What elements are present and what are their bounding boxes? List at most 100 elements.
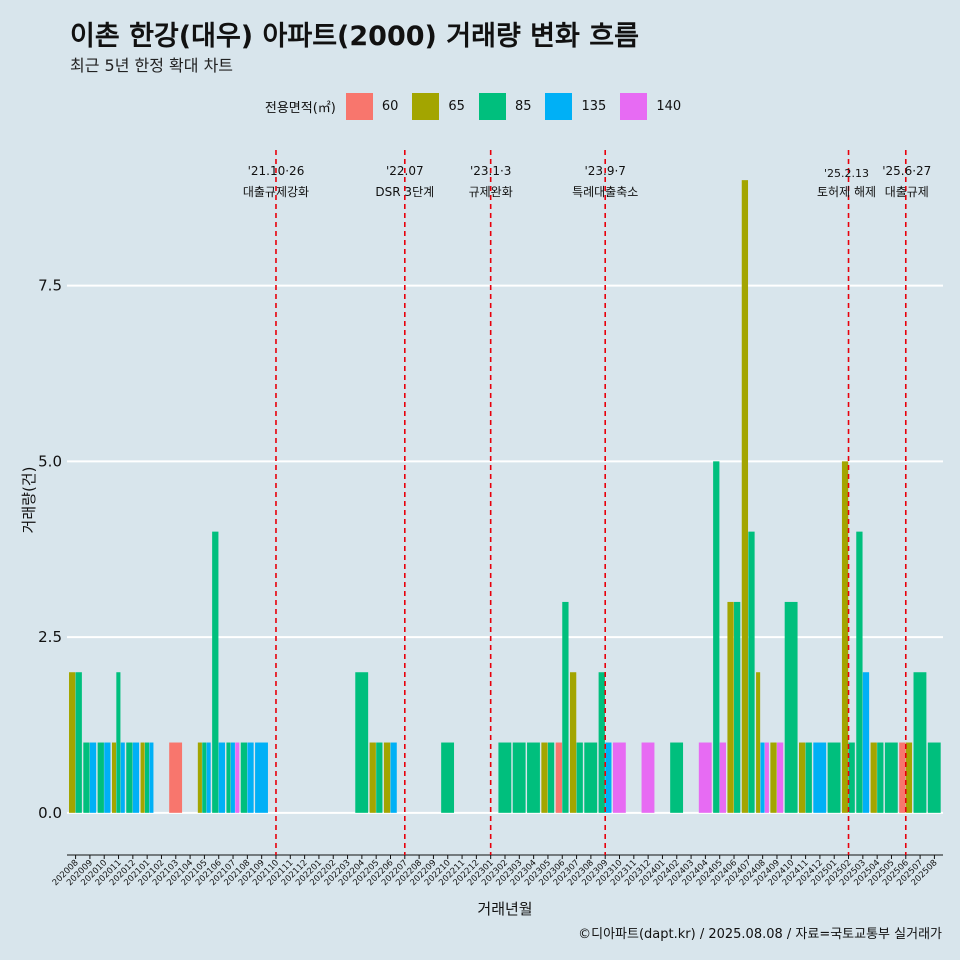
bar-202109-135 bbox=[255, 742, 268, 813]
bar-202010-85 bbox=[97, 742, 104, 813]
bar-202407-65 bbox=[741, 180, 749, 813]
bar-202206-65 bbox=[383, 742, 391, 813]
event-label-202309: 특례대출축소 bbox=[572, 185, 638, 199]
chart-title: 이촌 한강(대우) 아파트(2000) 거래량 변화 흐름 bbox=[70, 21, 639, 52]
legend-label-65: 65 bbox=[448, 99, 465, 114]
bar-202107-85 bbox=[226, 742, 231, 813]
bar-202105-85 bbox=[202, 742, 207, 813]
x-axis-title: 거래년월 bbox=[477, 900, 532, 918]
bar-202507-85 bbox=[913, 672, 927, 813]
bar-202010-135 bbox=[104, 742, 111, 813]
bar-202108-85 bbox=[240, 742, 248, 813]
event-label-202110: 대출규제강화 bbox=[243, 185, 309, 199]
bar-202008-85 bbox=[75, 672, 82, 813]
bar-202503-85 bbox=[856, 531, 863, 813]
bar-202408-140 bbox=[764, 742, 769, 813]
y-tick-label: 7.5 bbox=[38, 277, 62, 295]
bar-202307-85 bbox=[576, 742, 583, 813]
legend-title: 전용면적(㎡) bbox=[264, 101, 336, 116]
bar-202304-85 bbox=[527, 742, 540, 813]
legend-item-65: 65 bbox=[412, 93, 465, 120]
bar-202106-85 bbox=[212, 531, 219, 813]
bar-202411-65 bbox=[799, 742, 806, 813]
y-axis-title: 거래량(건) bbox=[20, 467, 38, 534]
legend-swatch-65 bbox=[412, 93, 440, 120]
legend-item-85: 85 bbox=[478, 93, 532, 120]
bar-202205-85 bbox=[376, 742, 383, 813]
bar-202504-65 bbox=[870, 742, 877, 813]
bar-202504-85 bbox=[877, 742, 884, 813]
event-date-202506: '25.6·27 bbox=[882, 164, 931, 178]
bar-202012-85 bbox=[126, 742, 133, 813]
bar-202404-140 bbox=[698, 742, 712, 813]
bar-202405-85 bbox=[713, 461, 720, 813]
y-tick-label: 5.0 bbox=[38, 452, 62, 470]
legend-label-135: 135 bbox=[581, 99, 607, 114]
bar-202306-60 bbox=[555, 742, 562, 813]
legend-swatch-60 bbox=[345, 93, 373, 120]
bar-202406-65 bbox=[727, 601, 734, 813]
bar-202312-140 bbox=[641, 742, 655, 813]
y-tick-label: 2.5 bbox=[38, 628, 62, 646]
bar-202305-85 bbox=[547, 742, 555, 813]
y-tick-label: 0.0 bbox=[38, 804, 62, 822]
chart-subtitle: 최근 5년 한정 확대 차트 bbox=[70, 56, 234, 75]
legend-swatch-135 bbox=[545, 93, 573, 120]
legend-swatch-85 bbox=[478, 93, 506, 120]
bar-202506-65 bbox=[905, 742, 913, 813]
bar-202206-135 bbox=[390, 742, 397, 813]
event-date-202502: '25.2.13 bbox=[824, 167, 869, 180]
bar-202408-135 bbox=[760, 742, 765, 813]
bar-202302-85 bbox=[498, 742, 512, 813]
bar-202103-60 bbox=[169, 742, 183, 813]
bar-202310-140 bbox=[612, 742, 626, 813]
event-date-202301: '23.1·3 bbox=[470, 164, 511, 178]
legend-item-60: 60 bbox=[345, 93, 399, 120]
legend-label-85: 85 bbox=[514, 99, 532, 114]
bar-202008-65 bbox=[69, 672, 76, 813]
event-label-202506: 대출규제 bbox=[885, 185, 929, 199]
bar-202501-85 bbox=[827, 742, 841, 813]
bar-202306-85 bbox=[562, 601, 569, 813]
bar-202309-85 bbox=[598, 672, 605, 813]
footer-credit: ©디아파트(dapt.kr) / 2025.08.08 / 자료=국토교통부 실… bbox=[578, 927, 942, 942]
bar-202406-85 bbox=[734, 601, 741, 813]
bar-202105-65 bbox=[197, 742, 202, 813]
bar-202107-135 bbox=[230, 742, 235, 813]
event-label-202502: 토허제 해제 bbox=[817, 185, 876, 199]
bar-202011-135 bbox=[120, 742, 125, 813]
legend-label-60: 60 bbox=[381, 99, 399, 114]
bar-202011-65 bbox=[111, 742, 117, 813]
bar-202009-135 bbox=[89, 742, 97, 813]
legend-swatch-140 bbox=[620, 93, 648, 120]
event-date-202110: '21.10·26 bbox=[248, 164, 305, 178]
bar-202210-85 bbox=[441, 742, 455, 813]
bar-202405-140 bbox=[719, 742, 726, 813]
legend: 전용면적(㎡) 60 65 85 135 140 bbox=[0, 93, 960, 120]
legend-item-140: 140 bbox=[620, 93, 681, 120]
bar-202101-135 bbox=[149, 742, 154, 813]
bar-202411-85 bbox=[805, 742, 812, 813]
bar-202408-65 bbox=[756, 672, 761, 813]
bar-202106-135 bbox=[218, 742, 226, 813]
bar-202410-85 bbox=[784, 601, 798, 813]
bar-202012-135 bbox=[132, 742, 140, 813]
bar-202409-140 bbox=[776, 742, 784, 813]
bar-202407-85 bbox=[748, 531, 755, 813]
bar-202502-85 bbox=[848, 742, 855, 813]
bar-202101-85 bbox=[144, 742, 150, 813]
bar-202105-135 bbox=[206, 742, 211, 813]
bar-202505-85 bbox=[884, 742, 898, 813]
event-label-202207: DSR 3단계 bbox=[375, 185, 434, 199]
bar-202011-85 bbox=[116, 672, 121, 813]
bar-202402-85 bbox=[670, 742, 684, 813]
bar-202305-65 bbox=[541, 742, 548, 813]
bar-202502-65 bbox=[841, 461, 849, 813]
bar-202303-85 bbox=[512, 742, 526, 813]
bar-202412-135 bbox=[813, 742, 827, 813]
legend-item-135: 135 bbox=[545, 93, 606, 120]
bar-202009-85 bbox=[83, 742, 90, 813]
bar-202508-85 bbox=[927, 742, 941, 813]
event-label-202301: 규제완화 bbox=[469, 185, 513, 199]
